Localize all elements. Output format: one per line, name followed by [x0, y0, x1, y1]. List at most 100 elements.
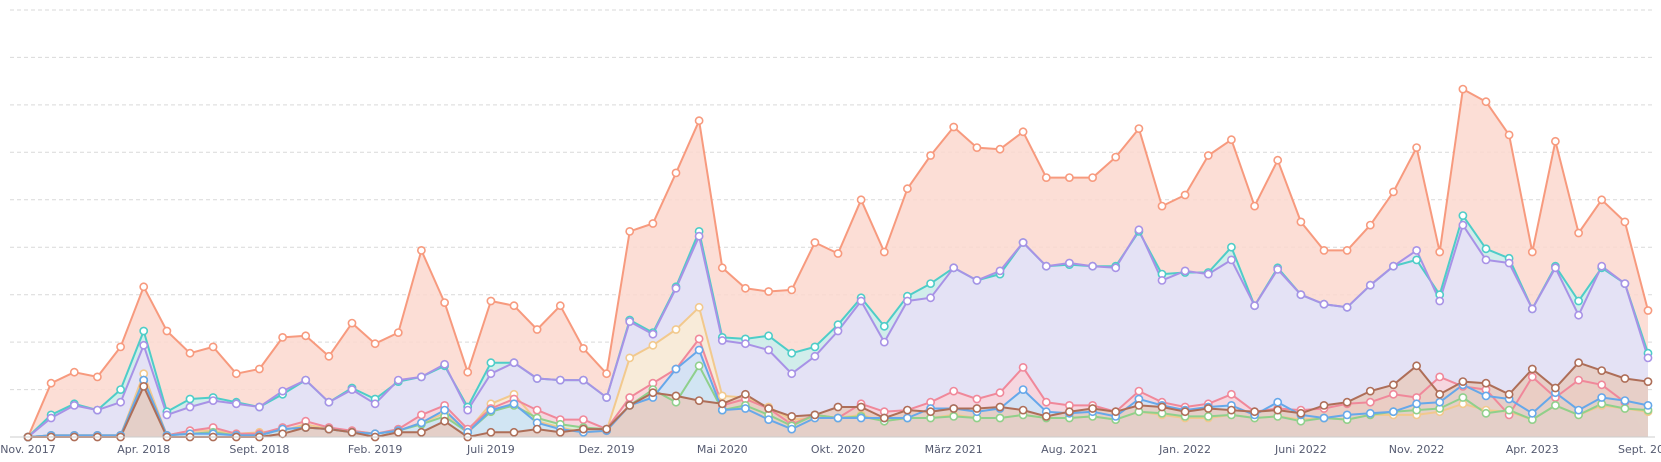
data-point[interactable] — [1458, 84, 1468, 94]
data-point[interactable] — [1134, 386, 1144, 396]
data-point[interactable] — [1643, 400, 1653, 410]
data-point[interactable] — [1111, 152, 1121, 162]
data-point[interactable] — [69, 400, 79, 410]
data-point[interactable] — [579, 415, 588, 424]
data-point[interactable] — [1018, 385, 1028, 394]
data-point[interactable] — [1134, 400, 1144, 410]
data-point[interactable] — [833, 326, 843, 336]
data-point[interactable] — [879, 247, 889, 257]
data-point[interactable] — [810, 410, 820, 420]
data-point[interactable] — [717, 391, 727, 401]
data-point[interactable] — [162, 326, 172, 336]
data-point[interactable] — [926, 279, 935, 288]
data-point[interactable] — [949, 122, 959, 132]
data-point[interactable] — [717, 336, 727, 345]
data-point[interactable] — [1458, 211, 1468, 220]
data-point[interactable] — [324, 424, 334, 434]
data-point[interactable] — [717, 263, 727, 273]
data-point[interactable] — [787, 348, 797, 358]
data-point[interactable] — [1435, 389, 1445, 399]
data-point[interactable] — [879, 413, 889, 423]
data-point[interactable] — [787, 411, 797, 421]
data-point[interactable] — [995, 388, 1005, 398]
data-point[interactable] — [717, 399, 727, 409]
data-point[interactable] — [903, 413, 912, 423]
data-point[interactable] — [694, 302, 704, 312]
data-point[interactable] — [1273, 155, 1283, 165]
data-point[interactable] — [1203, 151, 1213, 160]
data-point[interactable] — [1481, 97, 1491, 107]
data-point[interactable] — [1065, 258, 1074, 268]
data-point[interactable] — [393, 328, 403, 337]
data-point[interactable] — [949, 411, 959, 421]
data-point[interactable] — [486, 405, 496, 415]
data-point[interactable] — [810, 351, 820, 361]
data-point[interactable] — [972, 394, 982, 404]
data-point[interactable] — [833, 413, 843, 423]
data-point[interactable] — [1365, 220, 1375, 230]
data-point[interactable] — [116, 342, 125, 352]
data-point[interactable] — [1597, 261, 1607, 271]
data-point[interactable] — [1458, 377, 1468, 386]
data-point[interactable] — [1435, 372, 1445, 382]
data-point[interactable] — [463, 405, 473, 415]
data-point[interactable] — [162, 410, 172, 420]
data-point[interactable] — [1481, 255, 1491, 265]
data-point[interactable] — [93, 372, 102, 382]
data-point[interactable] — [856, 296, 866, 306]
data-point[interactable] — [1018, 362, 1028, 372]
data-point[interactable] — [1551, 400, 1560, 410]
data-point[interactable] — [1111, 407, 1121, 417]
data-point[interactable] — [810, 238, 820, 247]
data-point[interactable] — [486, 296, 496, 306]
data-point[interactable] — [694, 396, 704, 405]
data-point[interactable] — [1620, 404, 1630, 413]
data-point[interactable] — [1435, 296, 1445, 306]
data-point[interactable] — [903, 296, 912, 306]
data-point[interactable] — [879, 321, 889, 331]
data-point[interactable] — [764, 287, 773, 296]
data-point[interactable] — [1018, 127, 1028, 137]
data-point[interactable] — [1527, 304, 1537, 314]
data-point[interactable] — [1620, 374, 1630, 383]
data-point[interactable] — [1365, 397, 1375, 407]
data-point[interactable] — [1504, 405, 1514, 415]
data-point[interactable] — [532, 374, 542, 383]
data-point[interactable] — [301, 331, 311, 341]
data-point[interactable] — [741, 404, 750, 413]
data-point[interactable] — [1527, 364, 1537, 374]
data-point[interactable] — [1273, 264, 1283, 274]
data-point[interactable] — [1574, 358, 1583, 368]
data-point[interactable] — [486, 358, 496, 368]
data-point[interactable] — [1365, 280, 1375, 290]
data-point[interactable] — [393, 427, 403, 437]
data-point[interactable] — [741, 389, 750, 399]
data-point[interactable] — [1527, 408, 1537, 418]
data-point[interactable] — [671, 325, 681, 334]
data-point[interactable] — [1620, 396, 1630, 405]
data-point[interactable] — [1574, 228, 1583, 238]
data-point[interactable] — [1273, 397, 1283, 407]
data-point[interactable] — [1643, 353, 1653, 363]
data-point[interactable] — [1088, 261, 1097, 271]
data-point[interactable] — [694, 334, 704, 344]
data-point[interactable] — [393, 375, 403, 385]
data-point[interactable] — [416, 372, 426, 382]
data-point[interactable] — [532, 325, 542, 334]
data-point[interactable] — [671, 364, 681, 374]
data-point[interactable] — [254, 402, 264, 412]
data-point[interactable] — [1041, 261, 1051, 271]
data-point[interactable] — [185, 394, 195, 404]
data-point[interactable] — [903, 184, 912, 194]
data-point[interactable] — [995, 144, 1005, 154]
data-point[interactable] — [671, 168, 681, 178]
data-point[interactable] — [648, 219, 658, 228]
data-point[interactable] — [1412, 255, 1421, 265]
data-point[interactable] — [1597, 195, 1607, 205]
data-point[interactable] — [1365, 408, 1375, 418]
data-point[interactable] — [949, 404, 959, 413]
data-point[interactable] — [671, 391, 681, 401]
data-point[interactable] — [995, 413, 1005, 423]
data-point[interactable] — [416, 427, 426, 437]
data-point[interactable] — [1296, 217, 1306, 227]
